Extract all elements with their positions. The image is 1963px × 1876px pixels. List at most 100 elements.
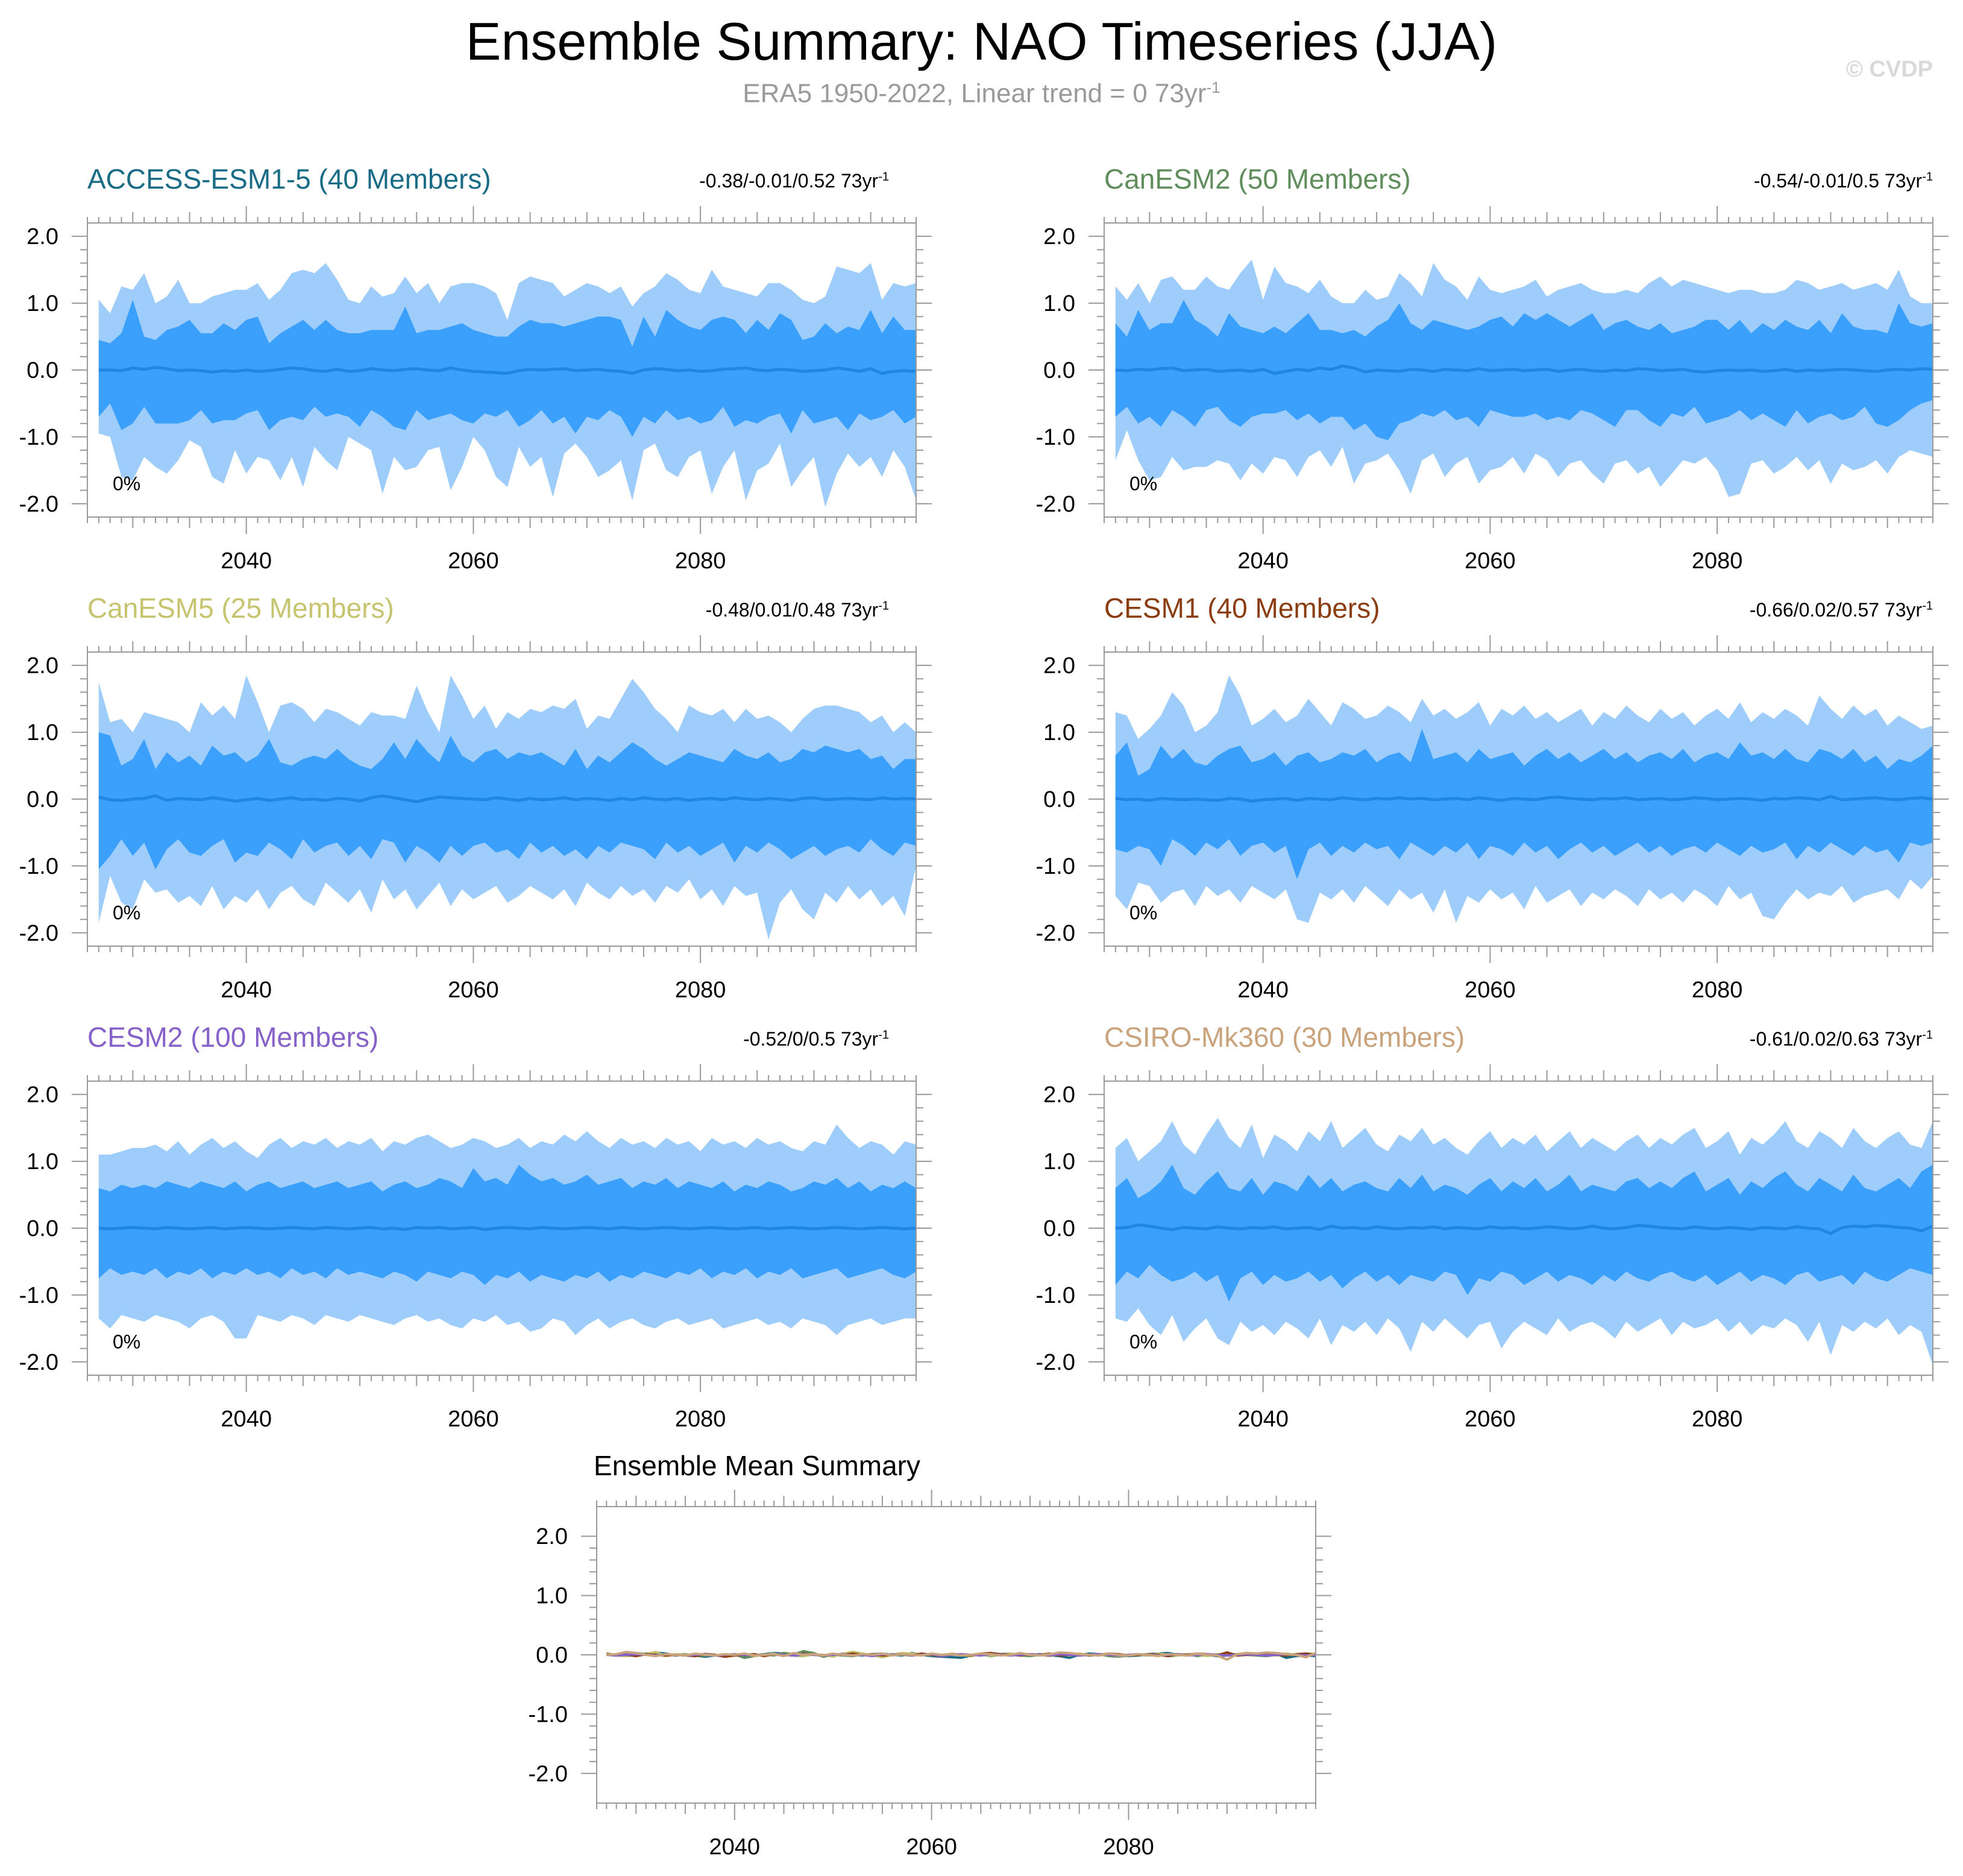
panel-stat-canesm2: -0.54/-0.01/0.5 73yr-1 <box>1754 170 1933 192</box>
y-tick-label: -2.0 <box>19 921 58 946</box>
stat-superscript: -1 <box>878 599 889 613</box>
panel-title-csiro-mk360: CSIRO-Mk360 (30 Members) <box>1104 1021 1465 1053</box>
range-band-10-90 <box>98 300 916 437</box>
stat-superscript: -1 <box>878 1028 889 1042</box>
stat-text: -0.61/0.02/0.63 73yr <box>1749 1028 1923 1050</box>
y-tick-label: 1.0 <box>27 1149 58 1175</box>
stat-superscript: -1 <box>878 170 889 184</box>
ensemble-mean-line <box>98 1226 917 1231</box>
ensemble-mean-line <box>1115 364 1933 375</box>
x-tick-label: 2060 <box>448 548 499 574</box>
y-tick-label: -2.0 <box>19 1350 58 1375</box>
y-tick-label: 1.0 <box>27 720 58 745</box>
y-tick-label: -1.0 <box>1036 1283 1075 1308</box>
panel-stat-csiro-mk360: -0.61/0.02/0.63 73yr-1 <box>1750 1028 1933 1050</box>
panel-stat-cesm2: -0.52/0/0.5 73yr-1 <box>743 1028 889 1050</box>
ensemble-mean-line <box>1115 1223 1933 1235</box>
summary-chart: 2040 2060 2080 2.0 1.0 0.0 -1.0 -2.0 <box>529 1490 1331 1860</box>
ensemble-mean-line <box>1115 794 1933 803</box>
percent-label: 0% <box>113 1331 140 1353</box>
stat-text: -0.38/-0.01/0.52 73yr <box>699 170 879 192</box>
y-tick-label: -2.0 <box>1036 1350 1075 1375</box>
y-tick-label: 2.0 <box>27 653 58 679</box>
y-tick-label: -2.0 <box>19 492 58 517</box>
y-tick-label: 2.0 <box>1043 653 1075 679</box>
stat-text: -0.52/0/0.5 73yr <box>743 1028 879 1050</box>
y-tick-label: 0.0 <box>1043 358 1075 383</box>
range-band-10-90 <box>1115 1164 1933 1302</box>
y-tick-label: -1.0 <box>19 1283 58 1308</box>
panel-title-cesm2: CESM2 (100 Members) <box>87 1021 379 1053</box>
x-tick-label: 2060 <box>448 977 499 1003</box>
y-tick-label: 0.0 <box>27 358 58 383</box>
panel-chart-canesm2: 0% 2040 2060 2080 2.0 1.0 0.0 -1.0 -2.0 <box>1036 206 1949 574</box>
percent-label: 0% <box>1129 902 1157 924</box>
panel-chart-csiro-mk360: 0% 2040 2060 2080 2.0 1.0 0.0 -1.0 -2.0 <box>1036 1064 1949 1432</box>
y-tick-label: 1.0 <box>536 1584 568 1609</box>
ensemble-mean-line <box>98 794 917 803</box>
watermark: © CVDP <box>1845 57 1933 82</box>
range-band-10-90 <box>98 732 916 870</box>
percent-label: 0% <box>113 902 140 924</box>
stat-text: -0.48/0.01/0.48 73yr <box>705 599 879 621</box>
x-tick-label: 2060 <box>1465 548 1516 574</box>
y-tick-label: 0.0 <box>1043 1216 1075 1241</box>
x-tick-label: 2080 <box>675 548 726 574</box>
panel-chart-access-esm1-5: 0% 2040 2060 2080 2.0 1.0 0.0 -1.0 -2.0 <box>19 206 932 574</box>
y-tick-label: -1.0 <box>1036 854 1075 879</box>
y-tick-label: -1.0 <box>19 854 58 879</box>
x-tick-label: 2060 <box>906 1834 957 1860</box>
x-tick-label: 2040 <box>1237 548 1289 574</box>
panel-title-cesm1: CESM1 (40 Members) <box>1104 592 1380 624</box>
x-tick-label: 2040 <box>1237 977 1289 1003</box>
x-tick-label: 2040 <box>1237 1407 1289 1432</box>
panel-chart-cesm1: 0% 2040 2060 2080 2.0 1.0 0.0 -1.0 -2.0 <box>1036 635 1949 1003</box>
percent-label: 0% <box>1129 1331 1157 1353</box>
panel-stat-cesm1: -0.66/0.02/0.57 73yr-1 <box>1750 599 1933 621</box>
subtitle-text: ERA5 1950-2022, Linear trend = 0 73yr <box>743 78 1207 108</box>
figure-subtitle: ERA5 1950-2022, Linear trend = 0 73yr-1 <box>0 78 1963 109</box>
y-tick-label: 1.0 <box>1043 1149 1075 1175</box>
panel-stat-access-esm1-5: -0.38/-0.01/0.52 73yr-1 <box>699 170 889 192</box>
panel-title-canesm5: CanESM5 (25 Members) <box>87 592 394 624</box>
x-tick-label: 2080 <box>675 977 726 1003</box>
x-tick-label: 2060 <box>1465 977 1516 1003</box>
x-tick-label: 2040 <box>221 977 272 1003</box>
stat-text: -0.66/0.02/0.57 73yr <box>1749 599 1923 621</box>
x-tick-label: 2080 <box>1692 548 1743 574</box>
x-tick-label: 2040 <box>221 548 272 574</box>
y-tick-label: -2.0 <box>529 1761 568 1787</box>
y-tick-label: 1.0 <box>1043 720 1075 745</box>
percent-label: 0% <box>1129 473 1157 495</box>
series-line-csiro-mk360 <box>606 1651 1316 1661</box>
y-tick-label: 2.0 <box>27 1082 58 1108</box>
x-tick-label: 2060 <box>448 1407 499 1432</box>
y-tick-label: -2.0 <box>1036 492 1075 517</box>
x-tick-label: 2040 <box>709 1834 761 1860</box>
y-tick-label: 0.0 <box>27 1216 58 1241</box>
panel-chart-cesm2: 0% 2040 2060 2080 2.0 1.0 0.0 -1.0 -2.0 <box>19 1064 932 1432</box>
panel-chart-canesm5: 0% 2040 2060 2080 2.0 1.0 0.0 -1.0 -2.0 <box>19 635 932 1003</box>
y-tick-label: -2.0 <box>1036 921 1075 946</box>
x-tick-label: 2080 <box>1692 977 1743 1003</box>
x-tick-label: 2040 <box>221 1407 272 1432</box>
y-tick-label: 2.0 <box>27 224 58 249</box>
panel-title-access-esm1-5: ACCESS-ESM1-5 (40 Members) <box>87 163 491 195</box>
figure-title: Ensemble Summary: NAO Timeseries (JJA) <box>465 11 1498 71</box>
x-tick-label: 2080 <box>1103 1834 1154 1860</box>
subtitle-superscript: -1 <box>1206 78 1220 96</box>
y-tick-label: 2.0 <box>536 1524 568 1549</box>
x-tick-label: 2060 <box>1465 1407 1516 1432</box>
range-band-10-90 <box>98 1164 916 1285</box>
stat-superscript: -1 <box>1922 599 1933 613</box>
panel-title-canesm2: CanESM2 (50 Members) <box>1104 163 1411 195</box>
stat-superscript: -1 <box>1922 170 1933 184</box>
x-tick-label: 2080 <box>675 1407 726 1432</box>
x-tick-label: 2080 <box>1692 1407 1743 1432</box>
y-tick-label: 0.0 <box>536 1643 568 1668</box>
y-tick-label: 1.0 <box>27 291 58 316</box>
stat-text: -0.54/-0.01/0.5 73yr <box>1753 170 1923 192</box>
summary-title: Ensemble Mean Summary <box>594 1450 920 1481</box>
y-tick-label: 2.0 <box>1043 224 1075 249</box>
range-band-10-90 <box>1115 729 1933 880</box>
